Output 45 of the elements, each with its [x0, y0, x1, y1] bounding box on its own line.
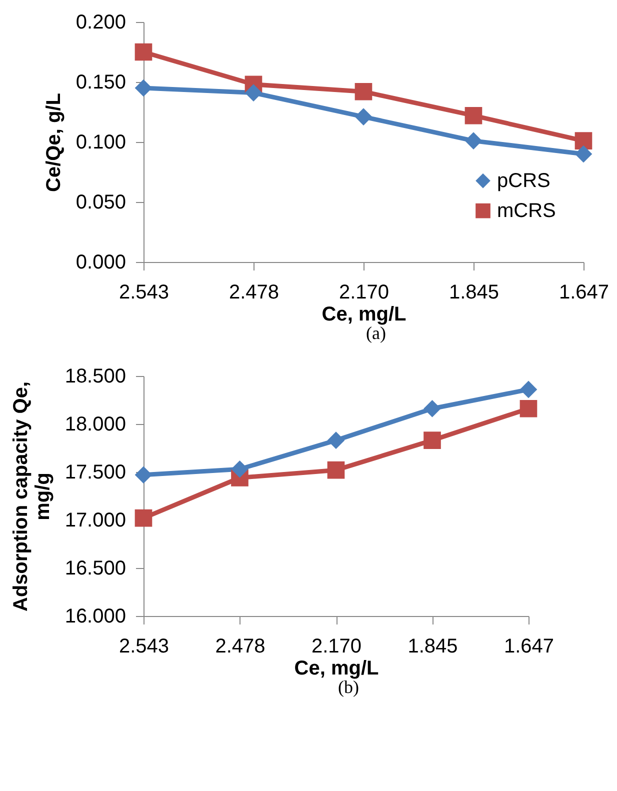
point	[464, 106, 482, 124]
x-tick-label: 1.845	[408, 636, 458, 658]
y-tick-label: 18.500	[64, 366, 126, 388]
y-tick-label: 0.150	[76, 72, 126, 94]
point	[327, 461, 345, 479]
point	[134, 509, 152, 527]
x-tick-label: 1.647	[504, 636, 554, 658]
y-tick-label: 0.200	[76, 12, 126, 34]
x-tick-label: 1.845	[448, 282, 500, 304]
x-tick-label: 2.543	[118, 636, 170, 658]
x-tick-label: 1.647	[558, 282, 610, 304]
legend-label: pCRS	[497, 170, 550, 192]
y-tick-label: 16.500	[64, 558, 126, 580]
point	[574, 132, 592, 150]
y-tick-label: 17.000	[64, 510, 126, 532]
x-tick-label: 2.170	[338, 282, 390, 304]
point	[424, 400, 441, 418]
point	[354, 108, 372, 126]
x-axis-title: Ce, mg/L	[294, 658, 379, 680]
point	[354, 82, 372, 100]
legend-label: mCRS	[497, 200, 556, 222]
point	[424, 432, 441, 449]
x-tick-label: 2.543	[118, 282, 170, 304]
y-axis-title: Ce/Qe, g/L	[42, 93, 65, 192]
x-axis-title: Ce, mg/L	[322, 304, 406, 326]
point	[520, 380, 538, 398]
x-tick-label: 2.478	[228, 282, 280, 304]
point	[327, 432, 345, 449]
y-tick-label: 17.500	[64, 462, 126, 484]
y-axis-title: Adsorption capacity Qe, mg/g	[10, 381, 54, 612]
point	[244, 84, 262, 102]
y-tick-label: 0.100	[76, 132, 126, 154]
x-tick-label: 2.170	[311, 636, 362, 658]
y-tick-label: 0.050	[76, 192, 126, 214]
y-tick-label: 18.000	[64, 414, 126, 436]
y-tick-label: 0.000	[76, 252, 126, 274]
point	[231, 460, 248, 478]
point	[464, 132, 482, 150]
point	[520, 400, 538, 418]
point	[574, 145, 592, 163]
point	[134, 79, 152, 97]
point	[134, 43, 152, 61]
x-tick-label: 2.478	[215, 636, 266, 658]
y-tick-label: 16.000	[64, 606, 126, 628]
point	[134, 466, 152, 484]
